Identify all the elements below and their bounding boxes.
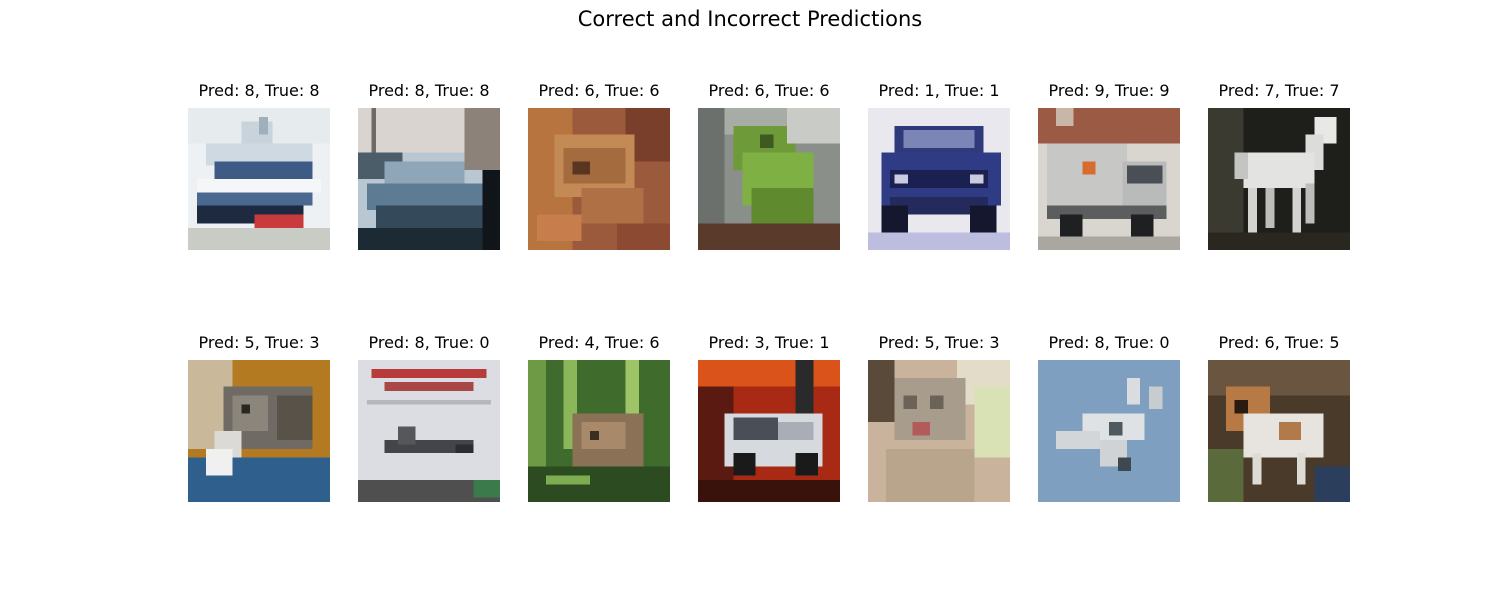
panel-title: Pred: 4, True: 6 bbox=[538, 333, 660, 352]
cat-image bbox=[868, 360, 1010, 502]
panel-title: Pred: 8, True: 0 bbox=[1048, 333, 1170, 352]
prediction-panel: Pred: 8, True: 0 bbox=[358, 333, 500, 502]
prediction-panel: Pred: 1, True: 1 bbox=[868, 81, 1010, 250]
prediction-panel: Pred: 5, True: 3 bbox=[868, 333, 1010, 502]
prediction-panel: Pred: 9, True: 9 bbox=[1038, 81, 1180, 250]
frog-image bbox=[698, 108, 840, 250]
prediction-panel: Pred: 7, True: 7 bbox=[1208, 81, 1350, 250]
horse-image bbox=[1208, 108, 1350, 250]
panel-title: Pred: 3, True: 1 bbox=[708, 333, 830, 352]
ship-image bbox=[188, 108, 330, 250]
prediction-panel: Pred: 6, True: 6 bbox=[528, 81, 670, 250]
airplane-image bbox=[358, 360, 500, 502]
automobile-image bbox=[698, 360, 840, 502]
panel-title: Pred: 6, True: 6 bbox=[708, 81, 830, 100]
automobile-image bbox=[868, 108, 1010, 250]
frog-image bbox=[528, 360, 670, 502]
frog-image bbox=[528, 108, 670, 250]
prediction-panel: Pred: 4, True: 6 bbox=[528, 333, 670, 502]
prediction-panel: Pred: 8, True: 8 bbox=[188, 81, 330, 250]
dog-image bbox=[1208, 360, 1350, 502]
panel-title: Pred: 9, True: 9 bbox=[1048, 81, 1170, 100]
panel-title: Pred: 8, True: 8 bbox=[368, 81, 490, 100]
ship-image bbox=[358, 108, 500, 250]
panel-title: Pred: 7, True: 7 bbox=[1218, 81, 1340, 100]
panel-title: Pred: 1, True: 1 bbox=[878, 81, 1000, 100]
cat-image bbox=[188, 360, 330, 502]
prediction-panel: Pred: 8, True: 8 bbox=[358, 81, 500, 250]
panel-title: Pred: 5, True: 3 bbox=[198, 333, 320, 352]
prediction-panel: Pred: 5, True: 3 bbox=[188, 333, 330, 502]
airplane-image bbox=[1038, 360, 1180, 502]
panel-title: Pred: 8, True: 8 bbox=[198, 81, 320, 100]
prediction-panel: Pred: 6, True: 5 bbox=[1208, 333, 1350, 502]
panel-title: Pred: 5, True: 3 bbox=[878, 333, 1000, 352]
panel-title: Pred: 8, True: 0 bbox=[368, 333, 490, 352]
prediction-panel: Pred: 6, True: 6 bbox=[698, 81, 840, 250]
truck-image bbox=[1038, 108, 1180, 250]
panel-title: Pred: 6, True: 6 bbox=[538, 81, 660, 100]
prediction-panel: Pred: 3, True: 1 bbox=[698, 333, 840, 502]
figure-title: Correct and Incorrect Predictions bbox=[577, 7, 923, 31]
panel-title: Pred: 6, True: 5 bbox=[1218, 333, 1340, 352]
prediction-panel: Pred: 8, True: 0 bbox=[1038, 333, 1180, 502]
